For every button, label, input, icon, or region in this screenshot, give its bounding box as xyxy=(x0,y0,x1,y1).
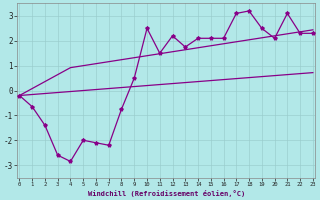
X-axis label: Windchill (Refroidissement éolien,°C): Windchill (Refroidissement éolien,°C) xyxy=(87,190,245,197)
